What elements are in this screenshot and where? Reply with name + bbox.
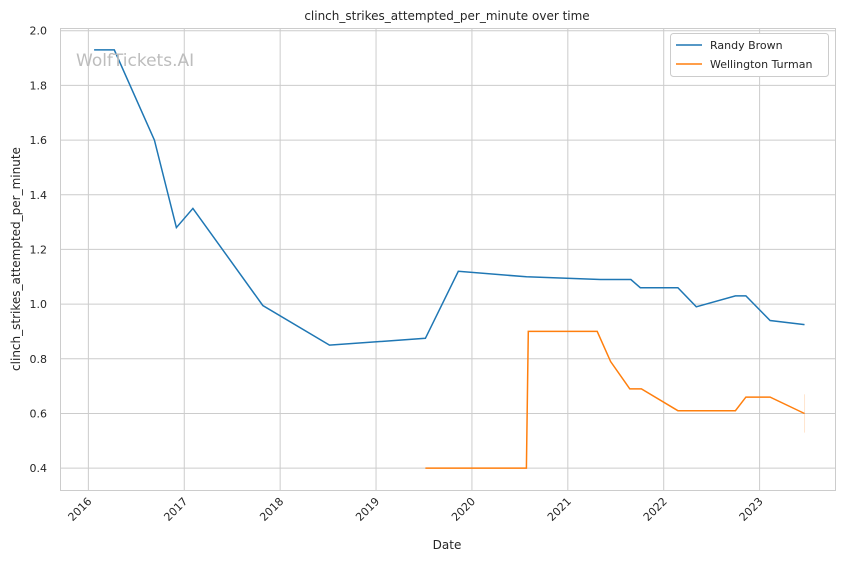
x-axis-label: Date <box>433 538 462 552</box>
y-tick-label: 0.8 <box>30 353 48 366</box>
legend-label-wellington-turman: Wellington Turman <box>710 58 812 71</box>
series-line-wellington-turman <box>425 331 804 468</box>
series-lines <box>94 50 805 468</box>
y-tick-label: 1.0 <box>30 298 48 311</box>
x-tick-labels: 2016 2017 2018 2019 2020 2021 2022 2023 <box>66 495 766 524</box>
y-tick-label: 1.6 <box>30 134 48 147</box>
y-axis-label: clinch_strikes_attempted_per_minute <box>9 147 23 371</box>
x-tick-label: 2023 <box>737 495 766 524</box>
x-tick-label: 2018 <box>257 495 286 524</box>
legend-label-randy-brown: Randy Brown <box>710 39 783 52</box>
x-tick-label: 2016 <box>66 495 95 524</box>
x-tick-label: 2019 <box>353 495 382 524</box>
y-tick-label: 0.4 <box>30 462 48 475</box>
y-tick-label: 1.4 <box>30 189 48 202</box>
y-tick-label: 1.2 <box>30 243 48 256</box>
y-tick-label: 2.0 <box>30 25 48 38</box>
chart-title: clinch_strikes_attempted_per_minute over… <box>304 9 589 23</box>
y-tick-labels: 0.4 0.6 0.8 1.0 1.2 1.4 1.6 1.8 2.0 <box>30 25 48 475</box>
x-tick-label: 2021 <box>545 495 574 524</box>
y-tick-label: 1.8 <box>30 79 48 92</box>
x-tick-label: 2017 <box>161 495 190 524</box>
y-tick-label: 0.6 <box>30 407 48 420</box>
legend: Randy Brown Wellington Turman <box>671 34 829 77</box>
series-line-randy-brown <box>94 50 804 345</box>
watermark: WolfTickets.AI <box>76 51 194 71</box>
plot-frame <box>61 29 836 491</box>
grid <box>60 28 835 490</box>
x-tick-label: 2022 <box>641 495 670 524</box>
x-tick-label: 2020 <box>449 495 478 524</box>
